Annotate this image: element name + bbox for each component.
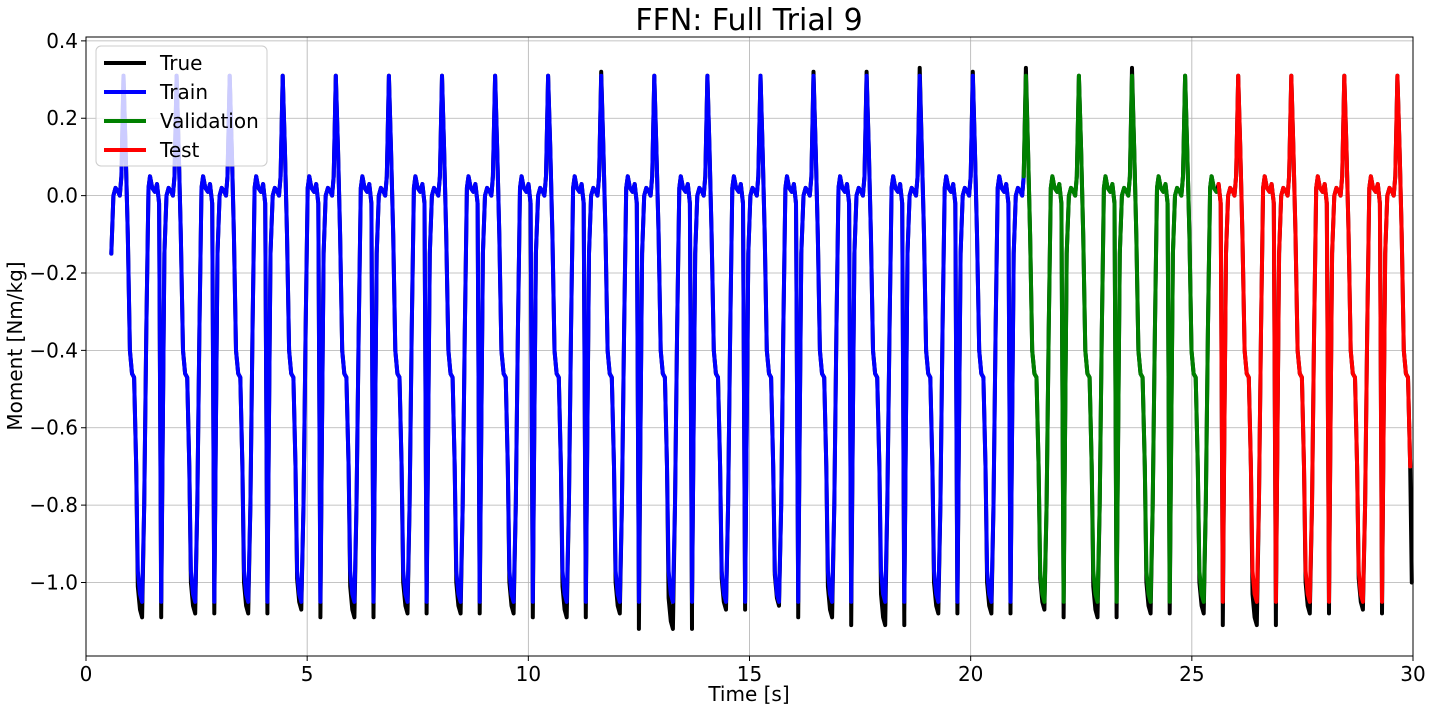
y-tick-label: 0.0 (46, 184, 78, 208)
legend-label-validation: Validation (160, 109, 259, 133)
series-line-train (109, 73, 1026, 604)
legend-label-true: True (159, 51, 202, 75)
y-tick-label: −0.2 (29, 261, 78, 285)
series-line-test (1216, 73, 1413, 604)
x-tick-label: 20 (958, 662, 983, 686)
y-tick-label: 0.2 (46, 106, 78, 130)
y-tick-label: 0.4 (46, 29, 78, 53)
x-tick-label: 10 (516, 662, 541, 686)
x-axis-label: Time [s] (707, 682, 789, 706)
x-tick-label: 5 (301, 662, 314, 686)
y-axis-label: Moment [Nm/kg] (3, 261, 27, 430)
legend-label-test: Test (159, 138, 200, 162)
x-tick-label: 25 (1179, 662, 1204, 686)
y-tick-label: −0.6 (29, 416, 78, 440)
series-line-validation (1021, 73, 1219, 604)
chart-title: FFN: Full Trial 9 (635, 3, 862, 38)
x-tick-label: 15 (737, 662, 762, 686)
legend-box (95, 45, 268, 167)
axis-ticks: 0 5 10 15 20 25 30 −1.0 −0.8 −0.6 −0.4 −0.2 0.0 0.2 0.… (29, 29, 1425, 686)
legend: True Train Validation Test (95, 45, 268, 167)
x-tick-label: 0 (80, 662, 93, 686)
y-tick-label: −0.8 (29, 493, 78, 517)
series-lines (109, 65, 1414, 631)
y-tick-label: −1.0 (29, 570, 78, 594)
y-tick-label: −0.4 (29, 338, 78, 362)
x-tick-label: 30 (1400, 662, 1425, 686)
legend-label-train: Train (159, 80, 208, 104)
